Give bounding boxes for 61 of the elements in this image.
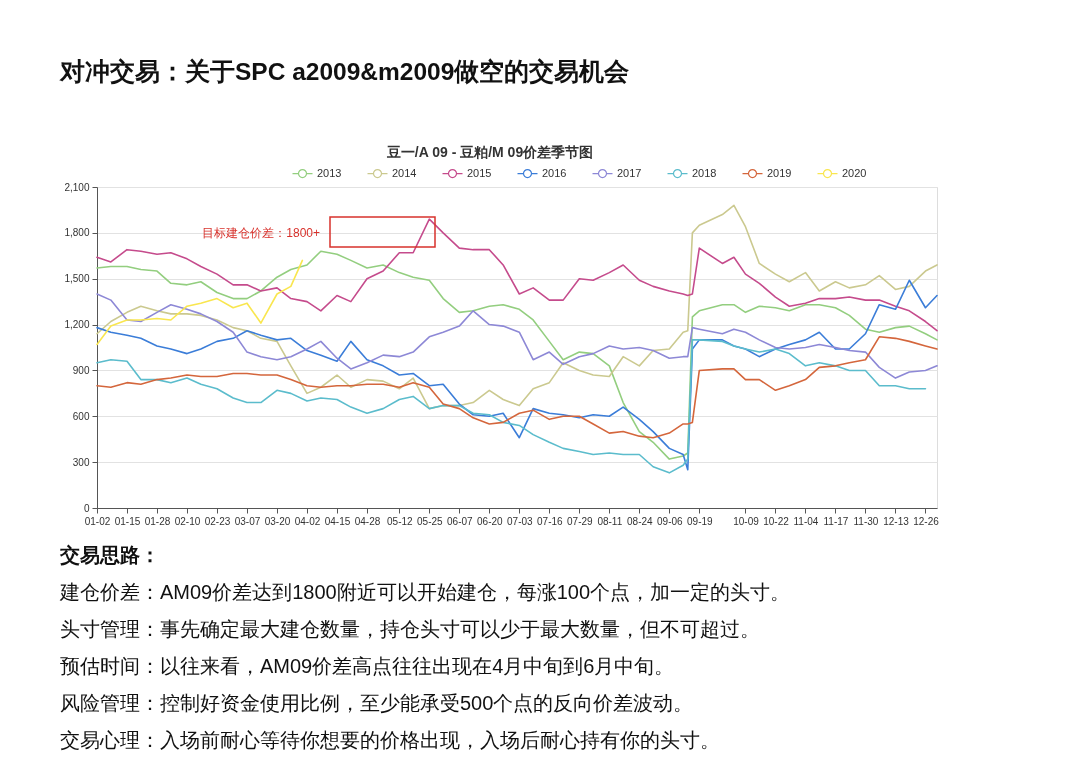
line-series: [96, 279, 938, 471]
x-tick-label: 03-07: [234, 515, 261, 527]
x-tick-label: 12-13: [883, 515, 910, 527]
x-tick-label: 07-03: [507, 515, 534, 527]
text: 交易思路：: [59, 544, 160, 566]
x-tick-label: 10-22: [763, 515, 790, 527]
line-series: [96, 259, 304, 346]
line-series: [96, 336, 938, 439]
y-tick-label: 1,800: [64, 227, 90, 239]
x-tick-label: 01-15: [114, 515, 141, 527]
x-tick-label: 02-23: [204, 515, 231, 527]
legend-label: 2013: [317, 166, 342, 179]
line-series: [96, 204, 938, 410]
x-tick-label: 08-24: [627, 515, 654, 527]
x-tick-label: 01-28: [144, 515, 171, 527]
x-tick-label: 06-20: [477, 515, 504, 527]
x-tick-label: 04-28: [354, 515, 381, 527]
x-tick-label: 09-19: [687, 515, 714, 527]
legend-label: 2018: [692, 166, 717, 179]
y-tick-label: 600: [72, 410, 90, 422]
y-tick-label: 900: [72, 364, 90, 376]
y-tick-label: 2,100: [64, 181, 90, 193]
chart-title: 对冲交易：关于SPC a2009&m2009做空的交易机会: [59, 58, 630, 85]
legend-label: 2016: [542, 166, 567, 179]
x-tick-label: 12-26: [913, 515, 940, 527]
text: 头寸管理：事先确定最大建仓数量，持仓头寸可以少于最大数量，但不可超过。: [60, 618, 760, 640]
y-tick-label: 300: [72, 456, 90, 468]
line-series: [96, 293, 938, 379]
y-tick-label: 0: [83, 502, 90, 514]
x-tick-label: 02-10: [174, 515, 201, 527]
x-tick-label: 04-02: [294, 515, 321, 527]
x-tick-label: 01-02: [84, 515, 111, 527]
legend-label: 2020: [842, 166, 867, 179]
line-series: [96, 218, 938, 332]
text: 风险管理：控制好资金使用比例，至少能承受500个点的反向价差波动。: [60, 692, 694, 714]
text: 预估时间：以往来看，AM09价差高点往往出现在4月中旬到6月中旬。: [60, 655, 675, 677]
x-tick-label: 11-30: [853, 515, 879, 527]
legend-label: 2014: [392, 166, 417, 179]
text: 建仓价差：AM09价差达到1800附近可以开始建仓，每涨100个点，加一定的头寸。: [59, 581, 791, 603]
x-tick-label: 03-20: [264, 515, 291, 527]
x-tick-label: 07-29: [567, 515, 594, 527]
x-tick-label: 06-07: [447, 515, 474, 527]
line-series: [96, 339, 927, 474]
chart-subtitle: 豆一/A 09 - 豆粕/M 09价差季节图: [385, 144, 594, 160]
y-tick-label: 1,200: [64, 319, 90, 331]
x-tick-label: 08-11: [597, 515, 623, 527]
x-tick-label: 05-12: [387, 515, 414, 527]
y-tick-label: 1,500: [64, 273, 90, 285]
x-tick-label: 11-17: [823, 515, 849, 527]
text: 交易心理：入场前耐心等待你想要的价格出现，入场后耐心持有你的头寸。: [60, 729, 720, 751]
legend-label: 2019: [767, 166, 792, 179]
x-tick-label: 10-09: [733, 515, 760, 527]
x-tick-label: 04-15: [324, 515, 351, 527]
legend-label: 2015: [467, 166, 492, 179]
annotation: 目标建仓价差：1800+: [202, 226, 320, 240]
x-tick-label: 09-06: [657, 515, 684, 527]
x-tick-label: 05-25: [417, 515, 444, 527]
x-tick-label: 11-04: [793, 515, 819, 527]
legend-label: 2017: [617, 166, 642, 179]
line-series: [96, 250, 938, 460]
x-tick-label: 07-16: [537, 515, 564, 527]
